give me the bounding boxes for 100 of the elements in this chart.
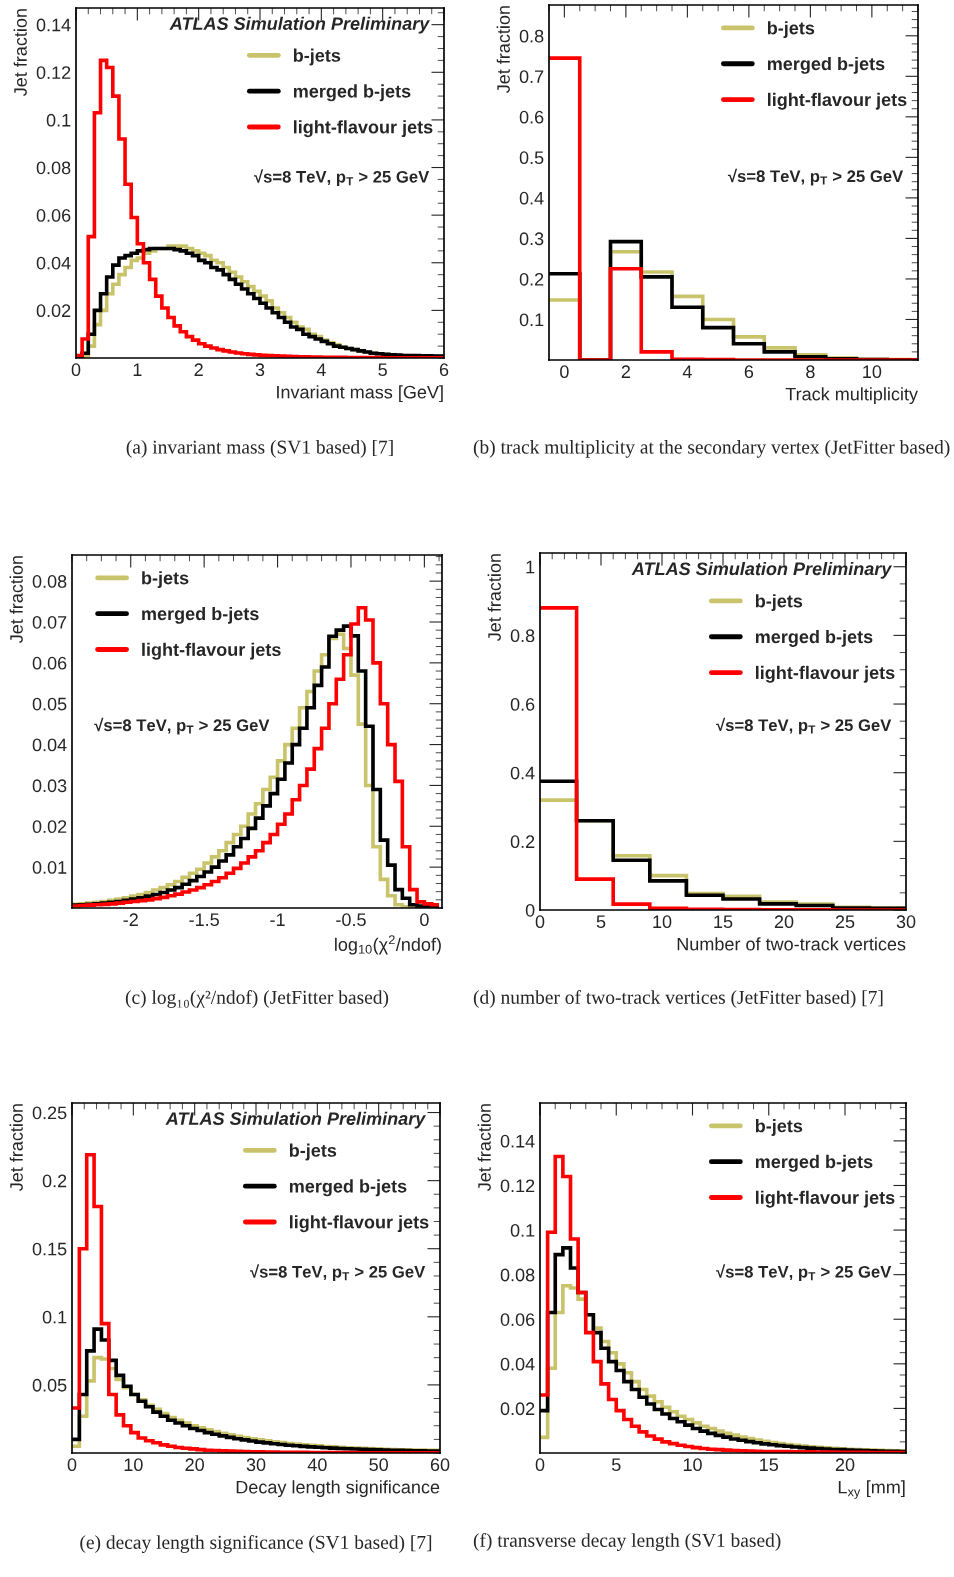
y-tick-label: 0.04 bbox=[32, 738, 67, 752]
x-tick-label: 0 bbox=[71, 363, 81, 377]
y-tick-label: 0.08 bbox=[32, 575, 67, 588]
x-tick-label: -2 bbox=[123, 913, 138, 926]
legend-label: light-flavour jets bbox=[294, 120, 433, 138]
x-tick-label: 1 bbox=[133, 363, 142, 376]
y-tick-label: 0.6 bbox=[519, 110, 544, 124]
x-tick-label: 5 bbox=[596, 915, 606, 929]
y-axis-title: Jet fraction bbox=[13, 9, 27, 97]
legend-label: light-flavour jets bbox=[290, 1215, 429, 1233]
legend-label: b-jets bbox=[755, 1119, 803, 1136]
legend-label: b-jets bbox=[755, 594, 803, 612]
x-axis-title: L$_{xy}$ [mm] bbox=[838, 1480, 905, 1499]
x-tick-label: 20 bbox=[835, 1458, 855, 1472]
x-tick-label: 2 bbox=[194, 363, 203, 376]
x-tick-label: 20 bbox=[185, 1458, 204, 1472]
y-tick-label: 0.02 bbox=[36, 304, 71, 318]
y-tick-label: 0.08 bbox=[500, 1268, 535, 1282]
legend-label: b-jets bbox=[293, 48, 341, 66]
y-tick-label: 0.14 bbox=[500, 1134, 535, 1148]
x-tick-label: 30 bbox=[246, 1458, 266, 1472]
x-tick-label: 20 bbox=[774, 915, 794, 929]
y-tick-label: 0.5 bbox=[519, 151, 544, 165]
annotation: √s=8 TeV, p$_{T}$ > 25 GeV bbox=[249, 1264, 426, 1281]
annotation: √s=8 TeV, p$_{T}$ > 25 GeV bbox=[727, 168, 904, 186]
y-axis-title: Jet fraction bbox=[477, 1104, 491, 1192]
y-tick-label: 0.15 bbox=[32, 1242, 67, 1256]
legend-label: b-jets bbox=[767, 21, 815, 38]
x-axis-title: log$_{10}$(χ$^{2}$/ndof) bbox=[335, 935, 441, 955]
x-tick-label: 5 bbox=[611, 1458, 621, 1472]
y-axis-title: Jet fraction bbox=[487, 554, 501, 642]
y-tick-label: 0.6 bbox=[510, 697, 535, 711]
y-tick-label: 0 bbox=[525, 903, 535, 917]
annotation: √s=8 TeV, p$_{T}$ > 25 GeV bbox=[716, 1264, 892, 1281]
text: (a) invariant mass (SV1 based) [7] bbox=[126, 440, 393, 458]
y-tick-label: 0.2 bbox=[510, 835, 535, 849]
x-tick-label: 4 bbox=[682, 365, 692, 378]
x-tick-label: 10 bbox=[124, 1458, 143, 1472]
y-tick-label: 0.25 bbox=[32, 1106, 67, 1120]
legend-label: light-flavour jets bbox=[768, 92, 907, 110]
y-tick-label: 0.06 bbox=[500, 1313, 535, 1326]
legend-label: light-flavour jets bbox=[142, 642, 281, 660]
x-axis-title: Track multiplicity bbox=[785, 387, 918, 405]
x-tick-label: -1 bbox=[270, 913, 285, 926]
y-tick-label: 0.3 bbox=[519, 232, 544, 246]
y-tick-label: 0.14 bbox=[36, 18, 71, 32]
y-tick-label: 0.07 bbox=[32, 615, 67, 629]
text: (c) log₁₀(χ²/ndof) (JetFitter based) bbox=[125, 990, 389, 1008]
y-tick-label: 0.1 bbox=[519, 313, 544, 327]
legend-label: merged b-jets bbox=[289, 1179, 407, 1197]
y-tick-label: 0.4 bbox=[519, 191, 544, 205]
y-tick-label: 0.04 bbox=[500, 1357, 535, 1371]
legend-label: merged b-jets bbox=[142, 606, 259, 624]
legend-label: merged b-jets bbox=[293, 84, 411, 102]
legend-label: merged b-jets bbox=[755, 629, 873, 647]
y-tick-label: 0.05 bbox=[32, 1378, 67, 1392]
annotation: ATLAS Simulation Preliminary bbox=[165, 1111, 427, 1129]
y-tick-label: 0.2 bbox=[519, 272, 544, 286]
y-axis-title: Jet fraction bbox=[9, 1104, 23, 1192]
y-tick-label: 0.1 bbox=[46, 113, 71, 127]
x-tick-label: 0 bbox=[560, 365, 569, 379]
y-tick-label: 0.08 bbox=[36, 161, 71, 175]
legend-label: merged b-jets bbox=[767, 56, 885, 74]
y-tick-label: 0.7 bbox=[519, 70, 544, 84]
y-tick-label: 0.02 bbox=[500, 1402, 535, 1416]
y-tick-label: 0.12 bbox=[36, 66, 71, 80]
y-tick-label: 1 bbox=[526, 560, 535, 574]
y-tick-label: 0.12 bbox=[500, 1179, 535, 1193]
x-tick-label: 10 bbox=[683, 1458, 702, 1472]
legend-label: light-flavour jets bbox=[756, 1190, 895, 1208]
x-tick-label: 15 bbox=[714, 915, 733, 929]
legend-label: b-jets bbox=[142, 571, 189, 588]
x-tick-label: 8 bbox=[806, 365, 815, 379]
x-tick-label: 40 bbox=[307, 1458, 327, 1472]
text: (d) number of two-track vertices (JetFitter based) [7] bbox=[473, 990, 883, 1008]
annotation: ATLAS Simulation Preliminary bbox=[169, 16, 431, 34]
y-tick-label: 0.01 bbox=[32, 861, 67, 874]
x-tick-label: 15 bbox=[760, 1458, 779, 1472]
y-tick-label: 0.1 bbox=[42, 1310, 67, 1324]
x-tick-label: 10 bbox=[863, 365, 882, 379]
text: (f) transverse decay length (SV1 based) bbox=[473, 1533, 781, 1551]
legend-label: light-flavour jets bbox=[756, 665, 895, 683]
x-tick-label: -1.5 bbox=[189, 913, 219, 927]
annotation: √s=8 TeV, p$_{T}$ > 25 GeV bbox=[94, 717, 270, 735]
annotation: √s=8 TeV, p$_{T}$ > 25 GeV bbox=[253, 169, 430, 186]
x-tick-label: 10 bbox=[653, 915, 672, 929]
y-tick-label: 0.05 bbox=[32, 697, 67, 711]
y-tick-label: 0.4 bbox=[510, 766, 535, 780]
x-tick-label: 6 bbox=[744, 365, 754, 379]
annotation: √s=8 TeV, p$_{T}$ > 25 GeV bbox=[716, 717, 892, 735]
x-tick-label: 0 bbox=[420, 913, 429, 927]
x-tick-label: 50 bbox=[369, 1458, 388, 1472]
text: (b) track multiplicity at the secondary vertex (JetFitter based) bbox=[473, 440, 950, 458]
y-tick-label: 0.06 bbox=[32, 656, 67, 670]
annotation: ATLAS Simulation Preliminary bbox=[631, 561, 893, 579]
x-tick-label: 4 bbox=[316, 363, 326, 376]
y-tick-label: 0.2 bbox=[42, 1174, 67, 1188]
x-tick-label: 25 bbox=[835, 915, 855, 929]
y-tick-label: 0.8 bbox=[510, 629, 535, 643]
x-tick-label: 5 bbox=[378, 363, 387, 377]
